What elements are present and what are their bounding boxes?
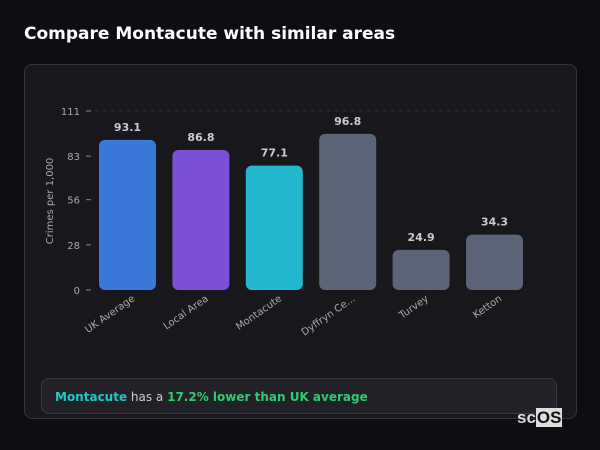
x-tick-label: Dyffryn Ce... xyxy=(300,293,358,338)
summary-text: has a xyxy=(127,390,168,404)
bar xyxy=(99,139,156,290)
x-tick-label: UK Average xyxy=(83,293,137,335)
page-title: Compare Montacute with similar areas xyxy=(24,24,396,44)
summary-highlight: 17.2% lower than UK average xyxy=(167,390,368,404)
bar xyxy=(466,234,523,290)
bar xyxy=(245,165,303,290)
y-tick-label: 0 xyxy=(74,286,80,297)
bar xyxy=(319,133,377,290)
data-label: 93.1 xyxy=(114,121,141,134)
bar xyxy=(172,150,230,290)
x-tick-label: Ketton xyxy=(471,293,504,321)
data-label: 86.8 xyxy=(187,131,214,144)
bar xyxy=(392,249,450,290)
y-tick-label: 111 xyxy=(61,107,80,118)
x-tick-label: Turvey xyxy=(397,293,431,322)
x-tick-label: Local Area xyxy=(162,293,211,332)
y-axis-label: Crimes per 1,000 xyxy=(45,158,56,245)
y-tick-label: 56 xyxy=(67,196,80,207)
area-name: Montacute xyxy=(55,390,128,404)
scos-logo: scOS xyxy=(517,408,563,427)
data-label: 24.9 xyxy=(408,231,435,244)
data-label: 34.3 xyxy=(481,216,508,229)
summary-box: Montacute has a 17.2% lower than UK aver… xyxy=(41,378,557,414)
y-tick-label: 83 xyxy=(67,152,80,163)
y-tick-label: 28 xyxy=(67,241,80,252)
x-tick-label: Montacute xyxy=(234,293,284,332)
data-label: 96.8 xyxy=(334,115,361,128)
data-label: 77.1 xyxy=(261,147,288,160)
